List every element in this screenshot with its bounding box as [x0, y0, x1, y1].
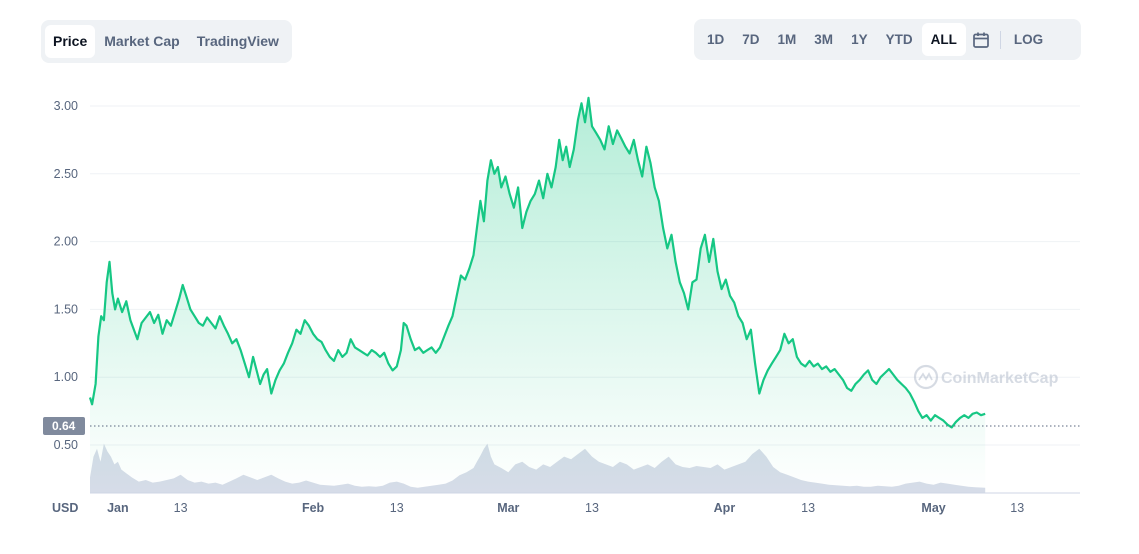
y-axis: 3.00 2.50 2.00 1.50 1.00 0.50 [54, 99, 78, 452]
range-1y-button[interactable]: 1Y [851, 32, 868, 47]
x-tick-label: Apr [714, 501, 736, 515]
y-tick-label: 1.50 [54, 302, 78, 316]
x-tick-label: Jan [107, 501, 129, 515]
current-price-label: 0.64 [52, 419, 76, 433]
y-tick-label: 0.50 [54, 438, 78, 452]
toolbar-divider [999, 30, 1001, 49]
range-1d-button[interactable]: 1D [707, 32, 725, 47]
tab-price[interactable]: Price [45, 25, 96, 58]
price-area-fill [90, 97, 986, 494]
watermark: CoinMarketCap [913, 364, 1059, 390]
y-tick-label: 3.00 [54, 99, 78, 113]
price-line [88, 96, 986, 429]
range-3m-button[interactable]: 3M [814, 32, 834, 47]
x-axis: Jan 13 Feb 13 Mar 13 Apr 13 May 13 [107, 501, 1024, 515]
watermark-text: CoinMarketCap [941, 370, 1059, 387]
time-range-selector: 1D 7D 1M 3M 1Y YTD ALL LOG [694, 19, 1081, 60]
chart-view-tabs: Price Market Cap TradingView [41, 20, 292, 63]
x-tick-label: May [921, 501, 945, 515]
current-price-badge: 0.64 [43, 417, 85, 436]
calendar-icon[interactable] [966, 23, 996, 56]
tab-market-cap[interactable]: Market Cap [104, 33, 180, 49]
range-ytd-button[interactable]: YTD [885, 32, 913, 47]
x-tick-label: 13 [174, 501, 188, 515]
x-tick-label: 13 [390, 501, 404, 515]
range-all-button[interactable]: ALL [921, 23, 966, 56]
x-tick-label: Mar [497, 501, 519, 515]
y-tick-label: 1.00 [54, 370, 78, 384]
range-1m-button[interactable]: 1M [777, 32, 797, 47]
y-tick-label: 2.50 [54, 167, 78, 181]
x-tick-label: 13 [1010, 501, 1024, 515]
tab-tradingview[interactable]: TradingView [196, 33, 279, 49]
currency-label: USD [52, 501, 78, 515]
x-tick-label: 13 [585, 501, 599, 515]
log-scale-toggle[interactable]: LOG [1013, 32, 1044, 47]
y-tick-label: 2.00 [54, 235, 78, 249]
x-tick-label: Feb [302, 501, 325, 515]
x-tick-label: 13 [801, 501, 815, 515]
range-7d-button[interactable]: 7D [742, 32, 760, 47]
